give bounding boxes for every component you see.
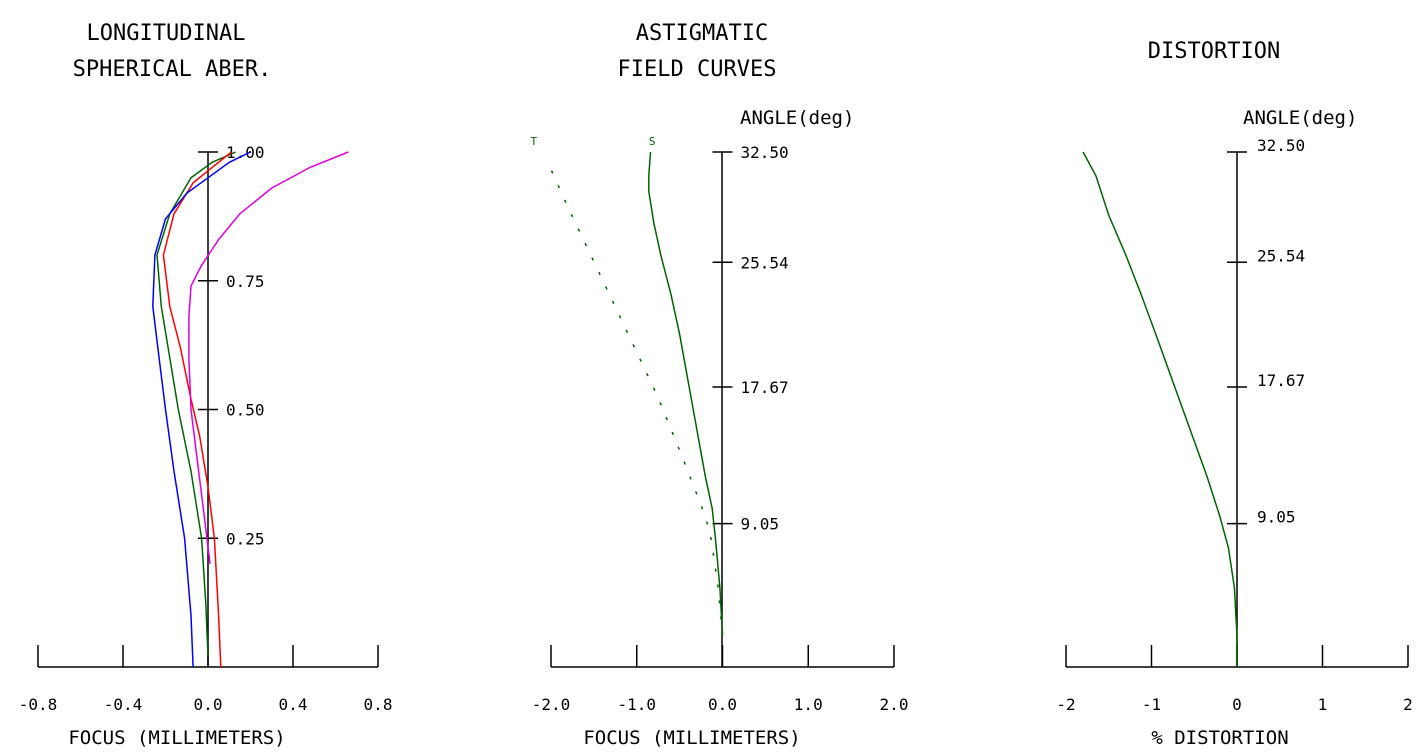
spherical-aberration-panel: LONGITUDINAL SPHERICAL ABER. -0.8 -0.4 0.0… <box>19 21 393 749</box>
x-tick-label: 2 <box>1403 695 1413 714</box>
x-axis-label: % DISTORTION <box>1151 727 1288 749</box>
x-tick-label: -1 <box>1142 695 1161 714</box>
y-tick-label: 0.25 <box>226 529 265 548</box>
series-line-magenta <box>188 151 349 565</box>
x-axis-label: FOCUS (MILLIMETERS) <box>68 727 285 749</box>
y-tick-label: 25.54 <box>1257 246 1305 265</box>
x-tick-label: 1 <box>1318 695 1328 714</box>
distortion-panel: DISTORTION ANGLE(deg) -2 -1 0 1 2 9.05 17.67 2… <box>1056 39 1412 749</box>
sagittal-curve-marker: S <box>649 135 656 148</box>
tangential-curve-marker: T <box>531 135 538 148</box>
y-tick-label: 17.67 <box>1257 371 1305 390</box>
x-axis-ticks: -2.0 -1.0 0.0 1.0 2.0 <box>532 645 909 714</box>
y-tick-label: 1.00 <box>226 143 265 162</box>
field-curves <box>546 151 724 636</box>
y-tick-label: 9.05 <box>1257 508 1296 527</box>
y-tick-label: 9.05 <box>741 515 780 534</box>
x-tick-label: 0.4 <box>279 695 308 714</box>
y-tick-label: 32.50 <box>741 143 789 162</box>
series-line-blue <box>152 151 251 668</box>
y-axis-ticks: 9.05 17.67 25.54 32.50 <box>712 143 789 534</box>
field-curves-panel: ASTIGMATIC FIELD CURVES ANGLE(deg) -2.0-… <box>531 21 909 749</box>
series-line-red <box>162 151 232 668</box>
y-tick-label: 25.54 <box>741 253 789 272</box>
y-tick-label: 0.75 <box>226 272 265 291</box>
x-tick-label: 0.8 <box>364 695 393 714</box>
y-tick-label: 32.50 <box>1257 136 1305 155</box>
aberration-curves <box>152 151 349 668</box>
chart-title-line-2: FIELD CURVES <box>618 57 777 82</box>
x-tick-label: -2 <box>1056 695 1075 714</box>
y-axis-ticks: 9.05 17.67 25.54 32.50 <box>1227 136 1305 527</box>
y-tick-label: 17.67 <box>741 378 789 397</box>
y-tick-label: 0.50 <box>226 401 265 420</box>
x-tick-label: -0.8 <box>19 695 58 714</box>
y-axis-ticks: 0.25 0.50 0.75 1.00 <box>198 143 265 548</box>
x-tick-label: 1.0 <box>794 695 823 714</box>
x-tick-label: 0 <box>1232 695 1242 714</box>
chart-title-line-1: ASTIGMATIC <box>636 21 768 46</box>
x-axis-ticks: -0.8 -0.4 0.0 0.4 0.8 <box>19 645 393 714</box>
y-axis-label: ANGLE(deg) <box>740 107 854 129</box>
distortion-curve <box>1082 151 1238 667</box>
chart-title-line-1: LONGITUDINAL <box>87 21 246 46</box>
series-line-sagittal <box>648 151 724 636</box>
chart-title-line-2: SPHERICAL ABER. <box>73 57 272 82</box>
x-tick-label: -0.4 <box>104 695 143 714</box>
series-line-distortion <box>1082 151 1238 667</box>
x-tick-label: -1.0 <box>617 695 656 714</box>
x-axis-ticks: -2 -1 0 1 2 <box>1056 645 1413 714</box>
x-tick-label: 2.0 <box>880 695 909 714</box>
series-line-green <box>156 151 236 657</box>
x-tick-label: 0.0 <box>708 695 737 714</box>
x-tick-label: 0.0 <box>194 695 223 714</box>
x-tick-label: -2.0 <box>532 695 571 714</box>
x-axis-label: FOCUS (MILLIMETERS) <box>583 727 800 749</box>
series-line-tangential <box>546 159 724 636</box>
y-axis-label: ANGLE(deg) <box>1243 107 1357 129</box>
chart-title: DISTORTION <box>1148 39 1280 64</box>
